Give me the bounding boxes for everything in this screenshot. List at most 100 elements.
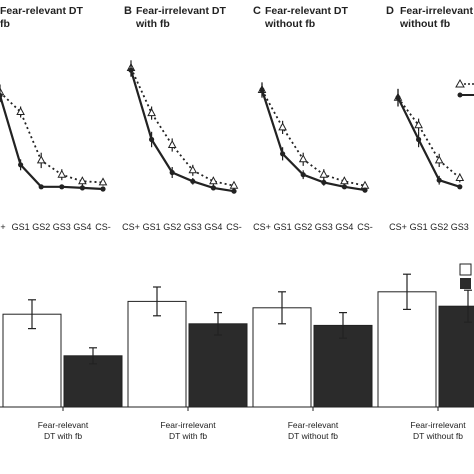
filled-circle-point: [149, 136, 155, 143]
dark-bar: [313, 324, 373, 408]
open-triangle-point: [319, 169, 329, 178]
bar-category-label-line1: Fear-irrelevant: [410, 420, 466, 430]
line-legend: [455, 78, 474, 98]
panel-c-title-line1: Fear-relevant DT: [265, 5, 348, 17]
filled-circle-point: [341, 184, 347, 190]
x-tick-label: GS2: [163, 222, 181, 232]
legend-white-bar-swatch: [459, 263, 472, 276]
line-panel-b: CS+ GS1 GS2 GS3 GS4 CS-: [122, 60, 242, 232]
open-triangle-point: [98, 177, 108, 186]
x-tick-label: CS+: [389, 222, 407, 232]
filled-circle-point: [100, 186, 106, 192]
open-triangle-point: [16, 106, 25, 115]
x-tick-label: GS3: [451, 222, 469, 232]
panel-a-title-line2: fb: [0, 18, 10, 30]
panel-b-letter: B: [124, 5, 132, 17]
panel-d-title-line2: without fb: [399, 18, 450, 30]
solid-series-line: [129, 69, 235, 193]
x-tick-label: GS1: [12, 222, 30, 232]
dark-bar: [188, 323, 248, 408]
x-tick-label: GS4: [73, 222, 91, 232]
open-triangle-point: [78, 176, 87, 185]
white-bar: [2, 313, 62, 408]
filled-circle-point: [190, 178, 196, 184]
panel-b-title-line2: with fb: [135, 18, 170, 30]
open-triangle-point: [57, 169, 67, 178]
solid-series-line: [397, 97, 461, 188]
panel-b-title-line1: Fear-irrelevant DT: [136, 5, 226, 17]
x-tick-label: CS+: [253, 222, 271, 232]
bar-category-label-line2: DT with fb: [44, 431, 82, 441]
x-tick-label: CS-: [95, 222, 111, 232]
filled-circle-point: [362, 187, 368, 193]
panel-d-letter: D: [386, 5, 394, 17]
bar-category-label-line1: Fear-relevant: [288, 420, 339, 430]
panel-d-title-line1: Fear-irrelevant DT: [400, 5, 474, 17]
bar-category-label-line2: DT without fb: [413, 431, 463, 441]
filled-circle-point: [169, 169, 175, 176]
filled-circle-point: [59, 184, 65, 190]
x-tick-label: GS1: [143, 222, 161, 232]
x-tick-label: CS+: [122, 222, 140, 232]
x-tick-label: S+: [0, 222, 6, 232]
dotted-series-line: [261, 89, 366, 187]
x-tick-label: GS1: [274, 222, 292, 232]
x-tick-label: CS-: [357, 222, 373, 232]
panel-c-title-line2: without fb: [264, 18, 315, 30]
bar-category-label-line1: Fear-relevant: [38, 420, 89, 430]
panel-a-title-line1: Fear-relevant DT: [0, 5, 83, 17]
open-triangle-point: [455, 172, 465, 181]
solid-series-line: [0, 95, 104, 191]
filled-circle-point: [210, 185, 216, 191]
filled-circle-point: [416, 136, 422, 143]
filled-circle-point: [259, 87, 265, 93]
dotted-series-line: [397, 97, 461, 179]
bar-category-label-line2: DT with fb: [169, 431, 207, 441]
x-tick-label: CS-: [226, 222, 242, 232]
dark-bar: [438, 305, 474, 408]
open-triangle-point: [188, 165, 198, 174]
filled-circle-point: [395, 95, 401, 101]
line-panel-c: CS+ GS1 GS2 GS3 GS4 CS-: [253, 82, 373, 232]
open-triangle-point: [229, 180, 239, 189]
filled-circle-point: [280, 151, 286, 157]
open-triangle-point: [340, 176, 349, 185]
x-tick-label: GS4: [335, 222, 353, 232]
line-chart-panels: S+GS1GS2GS3GS4CS-CS+GS1GS2GS3GS4CS-CS+GS…: [0, 60, 469, 232]
filled-circle-point: [79, 185, 85, 191]
filled-circle-point: [18, 162, 24, 168]
solid-series-line: [260, 89, 366, 192]
x-tick-label: GS1: [410, 222, 428, 232]
x-tick-label: GS4: [204, 222, 222, 232]
bar-category-label-line1: Fear-irrelevant: [160, 420, 216, 430]
filled-circle-point: [38, 184, 44, 190]
filled-circle-point: [300, 172, 306, 178]
open-triangle-point: [147, 108, 156, 117]
x-tick-label: GS3: [315, 222, 333, 232]
x-tick-label: GS2: [32, 222, 50, 232]
bar-legend: [459, 263, 472, 289]
legend-open-triangle-marker: [455, 78, 465, 88]
open-triangle-point: [209, 176, 218, 185]
open-triangle-point: [434, 155, 444, 164]
open-triangle-point: [414, 120, 423, 129]
x-tick-label: GS2: [294, 222, 312, 232]
bar-category-label-line2: DT without fb: [288, 431, 338, 441]
panel-c-letter: C: [253, 5, 261, 17]
legend-dark-bar-swatch: [460, 278, 471, 289]
open-triangle-point: [298, 154, 308, 163]
filled-circle-point: [457, 184, 463, 190]
open-triangle-point: [278, 122, 287, 131]
filled-circle-point: [436, 177, 442, 183]
filled-circle-point: [231, 188, 237, 194]
x-tick-label: GS2: [430, 222, 448, 232]
filled-circle-point: [321, 179, 327, 185]
x-tick-label: GS3: [53, 222, 71, 232]
white-bar: [127, 300, 187, 408]
open-triangle-point: [36, 155, 46, 164]
open-triangle-point: [167, 139, 177, 148]
